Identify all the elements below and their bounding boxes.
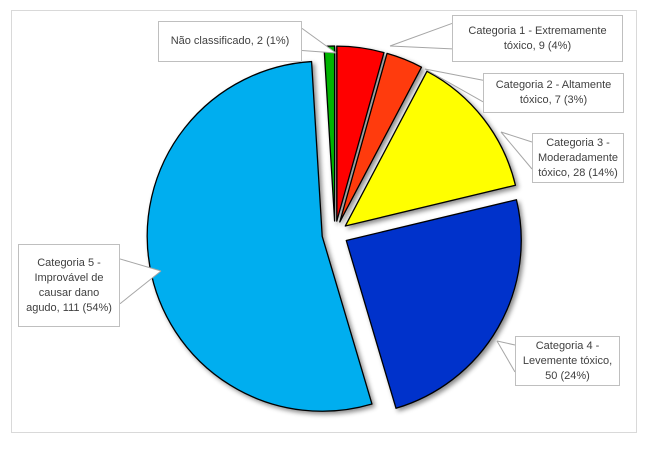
data-label-line: Improvável de (34, 271, 104, 284)
data-label-line: Levemente tóxico, (522, 354, 613, 367)
leader-line (424, 68, 484, 103)
data-label-nao-classificado[interactable]: Não classificado, 2 (1%) (158, 21, 302, 62)
leader-line (500, 131, 533, 170)
leader-line (389, 22, 453, 47)
pie-slices-group (146, 45, 522, 412)
data-label-line: 50 (24%) (545, 369, 590, 382)
data-label-line: causar dano (38, 286, 100, 299)
data-label-line: Categoria 4 - (535, 339, 600, 352)
leader-lines-group (119, 22, 533, 373)
leader-line (496, 340, 516, 346)
pie-slice-nao-classificado[interactable] (323, 45, 336, 222)
leader-line (301, 27, 337, 54)
pie-slice-categoria-5[interactable] (146, 60, 373, 412)
data-label-line: tóxico, 7 (3%) (519, 94, 588, 106)
data-label-line: Categoria 3 - (546, 136, 610, 149)
data-label-line: tóxico, 9 (4%) (503, 39, 572, 52)
pie-slice-categoria-4[interactable] (345, 199, 522, 409)
leader-line (496, 340, 516, 373)
data-label-line: Não classificado, 2 (1%) (170, 35, 290, 47)
leader-line (301, 50, 337, 54)
leader-line (424, 68, 484, 81)
data-label-categoria-1[interactable]: Categoria 1 - Extremamente tóxico, 9 (4%) (452, 15, 623, 62)
leader-line (389, 45, 453, 50)
data-label-line: Categoria 5 - (37, 256, 101, 269)
data-label-line: Categoria 2 - Altamente (495, 79, 612, 91)
pie-slice-categoria-2[interactable] (339, 52, 423, 223)
leader-line (500, 131, 533, 143)
data-label-line: tóxico, 28 (14%) (538, 166, 618, 179)
leader-wedge (390, 23, 452, 49)
data-label-categoria-5[interactable]: Categoria 5 - Improvável de causar dano agu… (18, 244, 120, 327)
leader-wedge (120, 258, 161, 304)
data-label-categoria-2[interactable]: Categoria 2 - Altamente tóxico, 7 (3%) (483, 73, 624, 113)
data-label-categoria-3[interactable]: Categoria 3 - Moderadamente tóxico, 28 (14… (532, 133, 624, 183)
data-label-line: Moderadamente (537, 151, 619, 164)
pie-slice-categoria-1[interactable] (336, 45, 385, 222)
data-label-line: agudo, 111 (54%) (26, 301, 112, 314)
leader-line (119, 270, 162, 305)
leader-line (119, 258, 162, 272)
data-label-line: Categoria 1 - Extremamente (468, 24, 607, 37)
data-label-categoria-4[interactable]: Categoria 4 - Levemente tóxico, 50 (24%) (515, 336, 620, 386)
pie-slice-categoria-3[interactable] (344, 70, 517, 227)
